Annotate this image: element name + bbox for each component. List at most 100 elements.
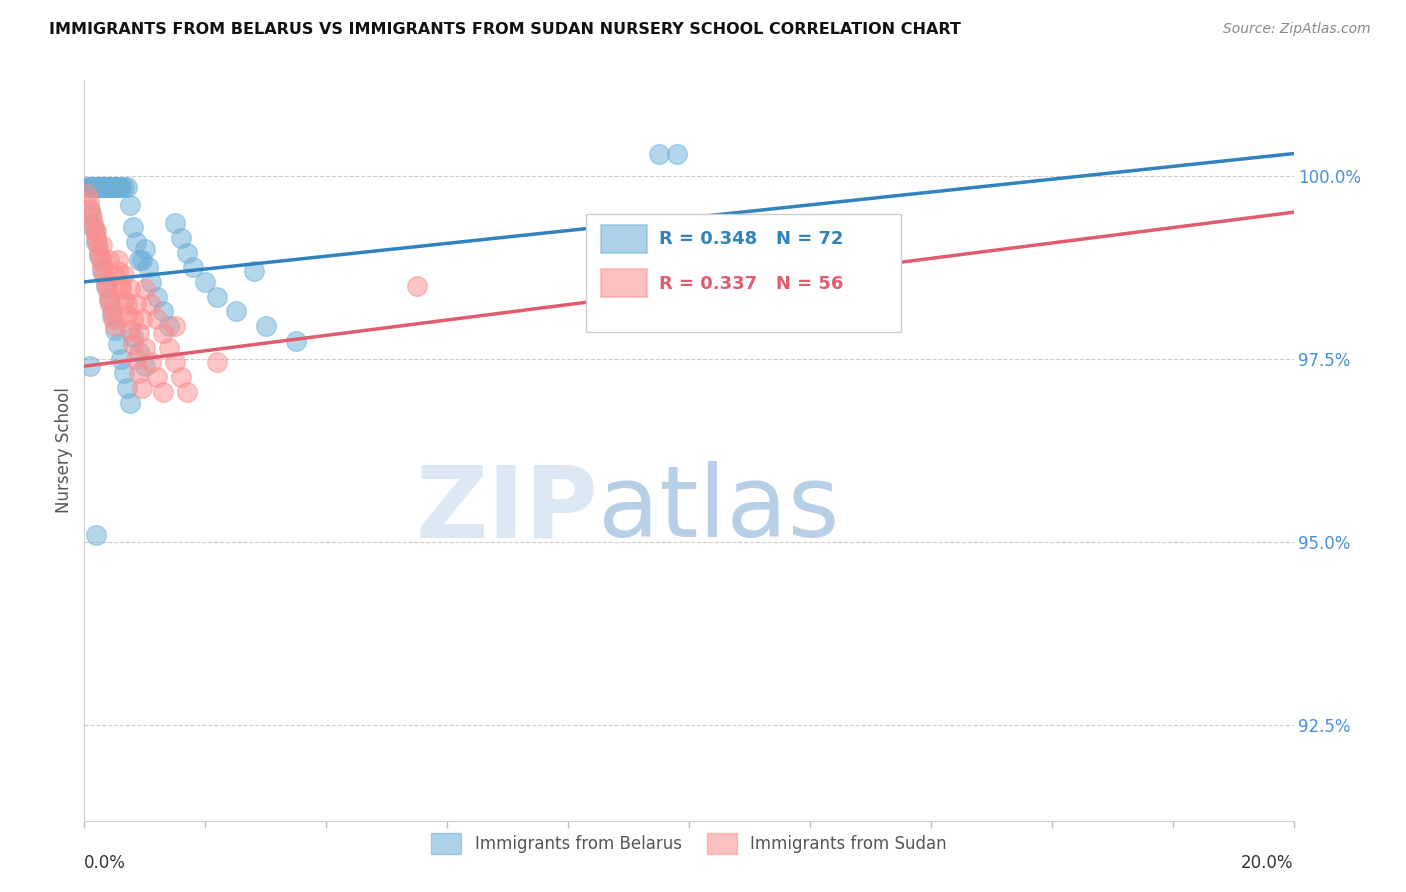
Point bbox=[94, 278, 117, 293]
Point bbox=[76, 186, 98, 201]
Point bbox=[665, 146, 688, 161]
Point bbox=[134, 242, 156, 256]
Point bbox=[107, 264, 129, 278]
Point bbox=[83, 179, 105, 194]
Point bbox=[100, 304, 122, 318]
Point bbox=[165, 318, 187, 333]
Point bbox=[406, 278, 429, 293]
Point bbox=[110, 179, 132, 194]
Point bbox=[87, 179, 110, 194]
Point bbox=[82, 179, 104, 194]
Point bbox=[125, 297, 148, 311]
Point bbox=[77, 179, 100, 194]
Point bbox=[139, 355, 162, 369]
Point bbox=[121, 311, 143, 326]
Point bbox=[80, 179, 103, 194]
Legend: Immigrants from Belarus, Immigrants from Sudan: Immigrants from Belarus, Immigrants from… bbox=[425, 827, 953, 861]
Point bbox=[131, 381, 153, 395]
Point bbox=[104, 179, 127, 194]
Point bbox=[136, 260, 159, 275]
Text: IMMIGRANTS FROM BELARUS VS IMMIGRANTS FROM SUDAN NURSERY SCHOOL CORRELATION CHAR: IMMIGRANTS FROM BELARUS VS IMMIGRANTS FR… bbox=[49, 22, 962, 37]
Point bbox=[86, 238, 108, 252]
Point bbox=[112, 268, 135, 282]
Point bbox=[176, 384, 198, 399]
Point bbox=[79, 205, 101, 219]
Point bbox=[94, 179, 117, 194]
Point bbox=[152, 326, 174, 341]
Point bbox=[104, 268, 127, 282]
Point bbox=[146, 289, 169, 303]
Point bbox=[79, 359, 101, 373]
Point bbox=[91, 179, 114, 194]
Point bbox=[96, 179, 118, 194]
Point bbox=[86, 179, 108, 194]
Point bbox=[110, 278, 132, 293]
Point bbox=[165, 216, 187, 230]
Point bbox=[101, 179, 124, 194]
Point bbox=[118, 282, 141, 296]
Point bbox=[115, 308, 138, 322]
Point bbox=[121, 330, 143, 344]
Point bbox=[98, 179, 121, 194]
Point bbox=[157, 341, 180, 355]
Point bbox=[152, 384, 174, 399]
Point bbox=[82, 179, 104, 194]
Point bbox=[108, 179, 131, 194]
Point bbox=[181, 260, 204, 275]
Point bbox=[125, 351, 148, 366]
Point bbox=[107, 179, 129, 194]
Point bbox=[207, 355, 229, 369]
Point bbox=[82, 219, 104, 234]
Point bbox=[170, 370, 193, 384]
Point bbox=[134, 341, 156, 355]
Point bbox=[115, 381, 138, 395]
Point bbox=[100, 179, 122, 194]
Point bbox=[103, 179, 125, 194]
Point bbox=[128, 252, 150, 267]
Point bbox=[165, 355, 187, 369]
Point bbox=[93, 268, 115, 282]
Point bbox=[128, 344, 150, 359]
Point bbox=[112, 367, 135, 381]
Point bbox=[146, 370, 169, 384]
Point bbox=[90, 179, 112, 194]
Point bbox=[128, 367, 150, 381]
Point bbox=[104, 179, 127, 194]
Point bbox=[115, 179, 138, 194]
Text: ZIP: ZIP bbox=[415, 461, 599, 558]
Point bbox=[86, 528, 108, 542]
Point bbox=[125, 235, 148, 249]
Point bbox=[115, 297, 138, 311]
Text: 0.0%: 0.0% bbox=[84, 854, 127, 871]
Point bbox=[77, 194, 100, 209]
Point bbox=[86, 235, 108, 249]
Point bbox=[128, 326, 150, 341]
Point bbox=[91, 264, 114, 278]
Text: R = 0.348   N = 72: R = 0.348 N = 72 bbox=[659, 230, 844, 249]
Point bbox=[194, 275, 217, 289]
Point bbox=[254, 318, 277, 333]
Point bbox=[79, 179, 101, 194]
Point bbox=[121, 219, 143, 234]
Point bbox=[79, 202, 101, 216]
Point bbox=[118, 198, 141, 212]
Point bbox=[82, 216, 104, 230]
Text: 20.0%: 20.0% bbox=[1241, 854, 1294, 871]
Point bbox=[97, 252, 120, 267]
Point bbox=[131, 252, 153, 267]
Point bbox=[157, 318, 180, 333]
Point bbox=[89, 249, 111, 263]
Point bbox=[96, 282, 118, 296]
Point bbox=[76, 179, 98, 194]
FancyBboxPatch shape bbox=[586, 213, 901, 332]
Point bbox=[97, 293, 120, 308]
Point bbox=[94, 275, 117, 289]
Point bbox=[94, 179, 117, 194]
Point bbox=[648, 146, 671, 161]
Point bbox=[98, 297, 121, 311]
Point bbox=[285, 334, 308, 348]
Point bbox=[84, 223, 107, 237]
Point bbox=[242, 264, 264, 278]
Point bbox=[89, 179, 111, 194]
Point bbox=[121, 337, 143, 351]
